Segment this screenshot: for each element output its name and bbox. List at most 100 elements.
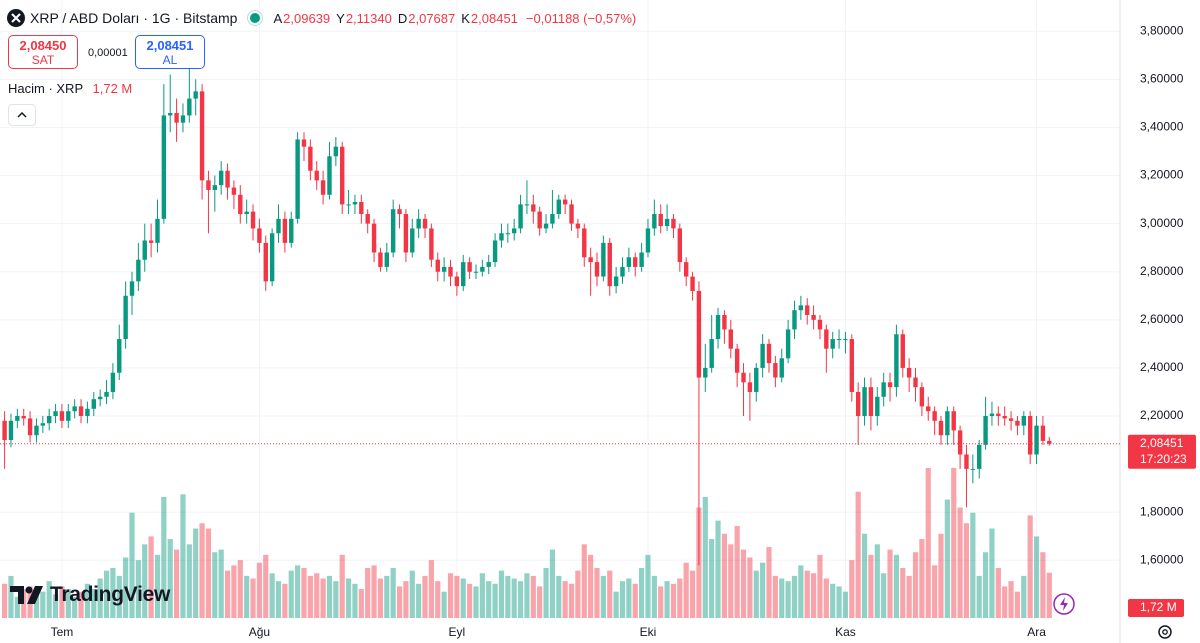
candle-body — [295, 139, 300, 219]
volume-bar — [626, 578, 632, 618]
y-tick-label: 3,20000 — [1140, 168, 1184, 182]
volume-bar — [772, 575, 778, 618]
candle-body — [766, 343, 772, 364]
volume-bar — [384, 575, 390, 618]
candle-body — [480, 266, 485, 272]
volume-bar — [511, 578, 517, 618]
y-tick-label: 2,20000 — [1140, 408, 1184, 422]
candle-body — [454, 276, 460, 287]
volume-bar — [416, 583, 422, 618]
candle-body — [798, 305, 804, 311]
volume-bar — [543, 568, 549, 618]
candle-body — [779, 358, 784, 378]
volume-bar — [479, 573, 485, 618]
volume-bar — [556, 575, 562, 618]
volume-bar — [517, 581, 524, 618]
volume-bar — [250, 578, 256, 618]
candle-body — [461, 262, 466, 287]
candle-body — [46, 416, 52, 424]
candle-body — [919, 387, 925, 407]
x-tick-label: Kas — [835, 625, 856, 639]
volume-bar — [320, 578, 326, 618]
ohlc-value: 2,08451 — [470, 11, 518, 26]
volume-bar — [613, 591, 619, 618]
candle-body — [760, 343, 765, 368]
candle-body — [136, 259, 141, 282]
candle-body — [900, 334, 905, 368]
candle-body — [531, 204, 536, 212]
candle-body — [448, 266, 453, 277]
volume-bar — [492, 583, 498, 618]
volume-bar — [645, 554, 651, 618]
candle-body — [410, 228, 415, 253]
buy-button[interactable]: 2,08451 AL — [135, 35, 205, 69]
candle-body — [66, 411, 71, 421]
candle-body — [78, 406, 84, 417]
volume-bar — [84, 583, 91, 618]
collapse-icon — [17, 111, 27, 118]
volume-bar — [874, 544, 880, 618]
volume-bar — [33, 594, 40, 618]
volume-last-label: 1,72 M — [1140, 600, 1177, 614]
volume-bar — [1002, 586, 1008, 618]
candle-body — [59, 411, 65, 421]
volume-bar — [46, 581, 52, 618]
candle-body — [824, 329, 829, 349]
market-status — [247, 10, 264, 26]
collapse-button[interactable] — [8, 104, 36, 126]
candle-body — [435, 259, 440, 272]
volume-bar — [594, 568, 600, 618]
candle-body — [620, 266, 625, 277]
candle-body — [715, 315, 721, 340]
volume-bar — [995, 568, 1001, 618]
candle-body — [633, 257, 638, 267]
candle-body — [187, 98, 192, 116]
volume-bar — [683, 562, 689, 618]
candle-body — [142, 240, 147, 260]
volume-bar — [1027, 515, 1033, 618]
ohlc-values: A2,09639 Y2,11340 D2,07687 K2,08451 — [267, 10, 517, 26]
volume-bar — [785, 581, 791, 618]
sell-label: SAT — [31, 53, 55, 67]
candle-body — [301, 139, 307, 147]
candle-body — [524, 204, 530, 206]
candle-body — [308, 146, 313, 171]
volume-bar — [823, 578, 829, 618]
candle-body — [683, 262, 689, 277]
volume-bar — [734, 525, 740, 618]
volume-bar — [244, 575, 250, 618]
volume-bar — [938, 533, 944, 618]
candle-body — [505, 233, 511, 235]
candle-body — [416, 218, 421, 229]
volume-bar — [428, 560, 434, 618]
volume-bar — [282, 583, 288, 618]
volume-bar — [352, 583, 358, 618]
candle-body — [626, 257, 632, 267]
volume-bar — [581, 544, 587, 618]
volume-bar — [301, 568, 307, 618]
candle-body — [53, 411, 58, 417]
y-tick-label: 3,60000 — [1140, 72, 1184, 86]
volume-bar — [295, 565, 301, 618]
volume-bar — [881, 573, 887, 618]
lightning-button[interactable] — [1052, 592, 1076, 616]
volume-bar — [1033, 536, 1040, 618]
sell-button[interactable]: 2,08450 SAT — [8, 35, 78, 69]
candle-body — [148, 240, 154, 243]
candle-body — [664, 218, 670, 227]
candle-body — [441, 266, 447, 272]
volume-bar — [314, 573, 320, 618]
candle-body — [378, 252, 383, 267]
volume-bar — [263, 554, 269, 618]
candle-body — [938, 420, 944, 436]
volume-bar — [307, 575, 313, 618]
volume-bar — [103, 570, 110, 618]
candle-body — [155, 218, 160, 243]
candle-body — [543, 223, 549, 229]
candle-body — [957, 430, 963, 455]
settings-button[interactable] — [1156, 623, 1174, 641]
volume-bar — [1008, 581, 1014, 618]
volume-bar — [760, 562, 766, 618]
candles — [2, 67, 1052, 566]
